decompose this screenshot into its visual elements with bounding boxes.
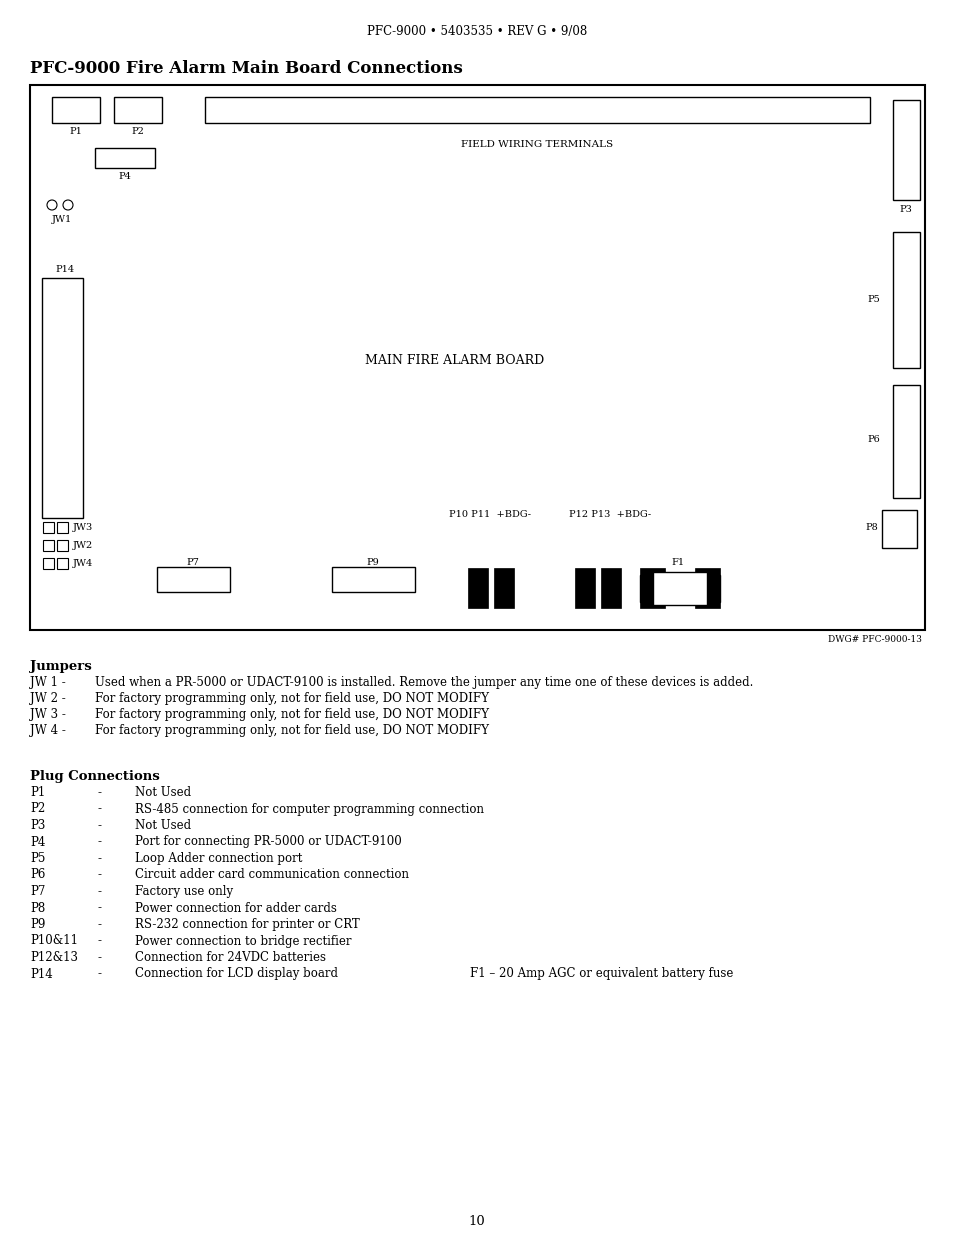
Bar [157, 567, 230, 592]
Bar [57, 540, 68, 551]
Bar [42, 278, 83, 517]
Text: P8: P8 [30, 902, 45, 914]
Bar [205, 98, 869, 124]
Text: P1: P1 [70, 127, 82, 136]
Bar [332, 567, 415, 592]
Text: For factory programming only, not for field use, DO NOT MODIFY: For factory programming only, not for fi… [95, 724, 489, 737]
Text: P7: P7 [30, 885, 46, 898]
Bar [468, 568, 488, 608]
Text: P9: P9 [366, 558, 379, 567]
Bar [57, 522, 68, 534]
Text: Connection for LCD display board: Connection for LCD display board [135, 967, 337, 981]
Text: P10&11: P10&11 [30, 935, 78, 947]
Text: P8: P8 [864, 524, 877, 532]
Text: JW 4 -: JW 4 - [30, 724, 70, 737]
Text: P9: P9 [30, 918, 46, 931]
Bar [52, 98, 100, 124]
Bar [43, 558, 54, 569]
Text: P6: P6 [30, 868, 46, 882]
Text: JW3: JW3 [73, 522, 93, 531]
Text: FIELD WIRING TERMINALS: FIELD WIRING TERMINALS [460, 140, 613, 149]
Text: Jumpers: Jumpers [30, 659, 91, 673]
Text: Used when a PR-5000 or UDACT-9100 is installed. Remove the jumper any time one o: Used when a PR-5000 or UDACT-9100 is ins… [95, 676, 753, 689]
Text: P12 P13  +BDG-: P12 P13 +BDG- [568, 510, 650, 519]
Text: RS-485 connection for computer programming connection: RS-485 connection for computer programmi… [135, 803, 483, 815]
Bar [113, 98, 162, 124]
Bar [652, 572, 706, 605]
Bar [639, 568, 664, 608]
Text: -: - [98, 967, 102, 981]
Text: -: - [98, 935, 102, 947]
Text: P6: P6 [866, 436, 879, 445]
Text: F1 – 20 Amp AGC or equivalent battery fuse: F1 – 20 Amp AGC or equivalent battery fu… [470, 967, 733, 981]
Text: P7: P7 [187, 558, 199, 567]
Text: Connection for 24VDC batteries: Connection for 24VDC batteries [135, 951, 326, 965]
Text: P14: P14 [30, 967, 52, 981]
Text: -: - [98, 819, 102, 832]
Text: P10 P11  +BDG-: P10 P11 +BDG- [449, 510, 531, 519]
Text: P1: P1 [30, 785, 45, 799]
Text: Factory use only: Factory use only [135, 885, 233, 898]
Text: Loop Adder connection port: Loop Adder connection port [135, 852, 302, 864]
Text: -: - [98, 918, 102, 931]
Text: PFC-9000 • 5403535 • REV G • 9/08: PFC-9000 • 5403535 • REV G • 9/08 [367, 25, 586, 38]
Text: P5: P5 [866, 295, 879, 305]
Text: -: - [98, 785, 102, 799]
Text: Not Used: Not Used [135, 819, 191, 832]
Text: JW1: JW1 [52, 215, 72, 224]
Bar [95, 148, 154, 168]
Text: F1: F1 [671, 558, 684, 567]
Text: -: - [98, 885, 102, 898]
Text: P4: P4 [118, 172, 132, 182]
Bar [892, 385, 919, 498]
Bar [695, 568, 720, 608]
Text: Circuit adder card communication connection: Circuit adder card communication connect… [135, 868, 409, 882]
Text: JW 3 -: JW 3 - [30, 708, 70, 721]
Bar [600, 568, 620, 608]
Text: DWG# PFC-9000-13: DWG# PFC-9000-13 [827, 635, 921, 643]
Text: Power connection for adder cards: Power connection for adder cards [135, 902, 336, 914]
Text: -: - [98, 852, 102, 864]
Text: 10: 10 [468, 1215, 485, 1228]
Text: For factory programming only, not for field use, DO NOT MODIFY: For factory programming only, not for fi… [95, 708, 489, 721]
Text: JW2: JW2 [73, 541, 93, 550]
Text: JW 1 -: JW 1 - [30, 676, 70, 689]
Text: P5: P5 [30, 852, 46, 864]
Bar [892, 100, 919, 200]
Text: Port for connecting PR-5000 or UDACT-9100: Port for connecting PR-5000 or UDACT-910… [135, 836, 401, 848]
Text: P2: P2 [30, 803, 45, 815]
Bar [43, 522, 54, 534]
Text: Not Used: Not Used [135, 785, 191, 799]
Text: RS-232 connection for printer or CRT: RS-232 connection for printer or CRT [135, 918, 359, 931]
Circle shape [47, 200, 57, 210]
Text: MAIN FIRE ALARM BOARD: MAIN FIRE ALARM BOARD [365, 353, 544, 367]
Circle shape [63, 200, 73, 210]
Bar [30, 85, 924, 630]
Bar [575, 568, 595, 608]
Bar [57, 558, 68, 569]
Text: For factory programming only, not for field use, DO NOT MODIFY: For factory programming only, not for fi… [95, 692, 489, 705]
Bar [892, 232, 919, 368]
Text: JW 2 -: JW 2 - [30, 692, 70, 705]
Text: -: - [98, 836, 102, 848]
Text: -: - [98, 868, 102, 882]
Bar [494, 568, 514, 608]
Text: P12&13: P12&13 [30, 951, 78, 965]
Text: Power connection to bridge rectifier: Power connection to bridge rectifier [135, 935, 351, 947]
Text: Plug Connections: Plug Connections [30, 769, 159, 783]
Text: -: - [98, 803, 102, 815]
Text: PFC-9000 Fire Alarm Main Board Connections: PFC-9000 Fire Alarm Main Board Connectio… [30, 61, 462, 77]
Text: -: - [98, 902, 102, 914]
Bar [639, 576, 720, 601]
Text: P3: P3 [30, 819, 46, 832]
Bar [43, 540, 54, 551]
Text: P4: P4 [30, 836, 46, 848]
Text: P14: P14 [55, 266, 74, 274]
Text: P3: P3 [899, 205, 911, 214]
Text: JW4: JW4 [73, 558, 93, 568]
Text: -: - [98, 951, 102, 965]
Text: P2: P2 [132, 127, 144, 136]
Bar [882, 510, 916, 548]
